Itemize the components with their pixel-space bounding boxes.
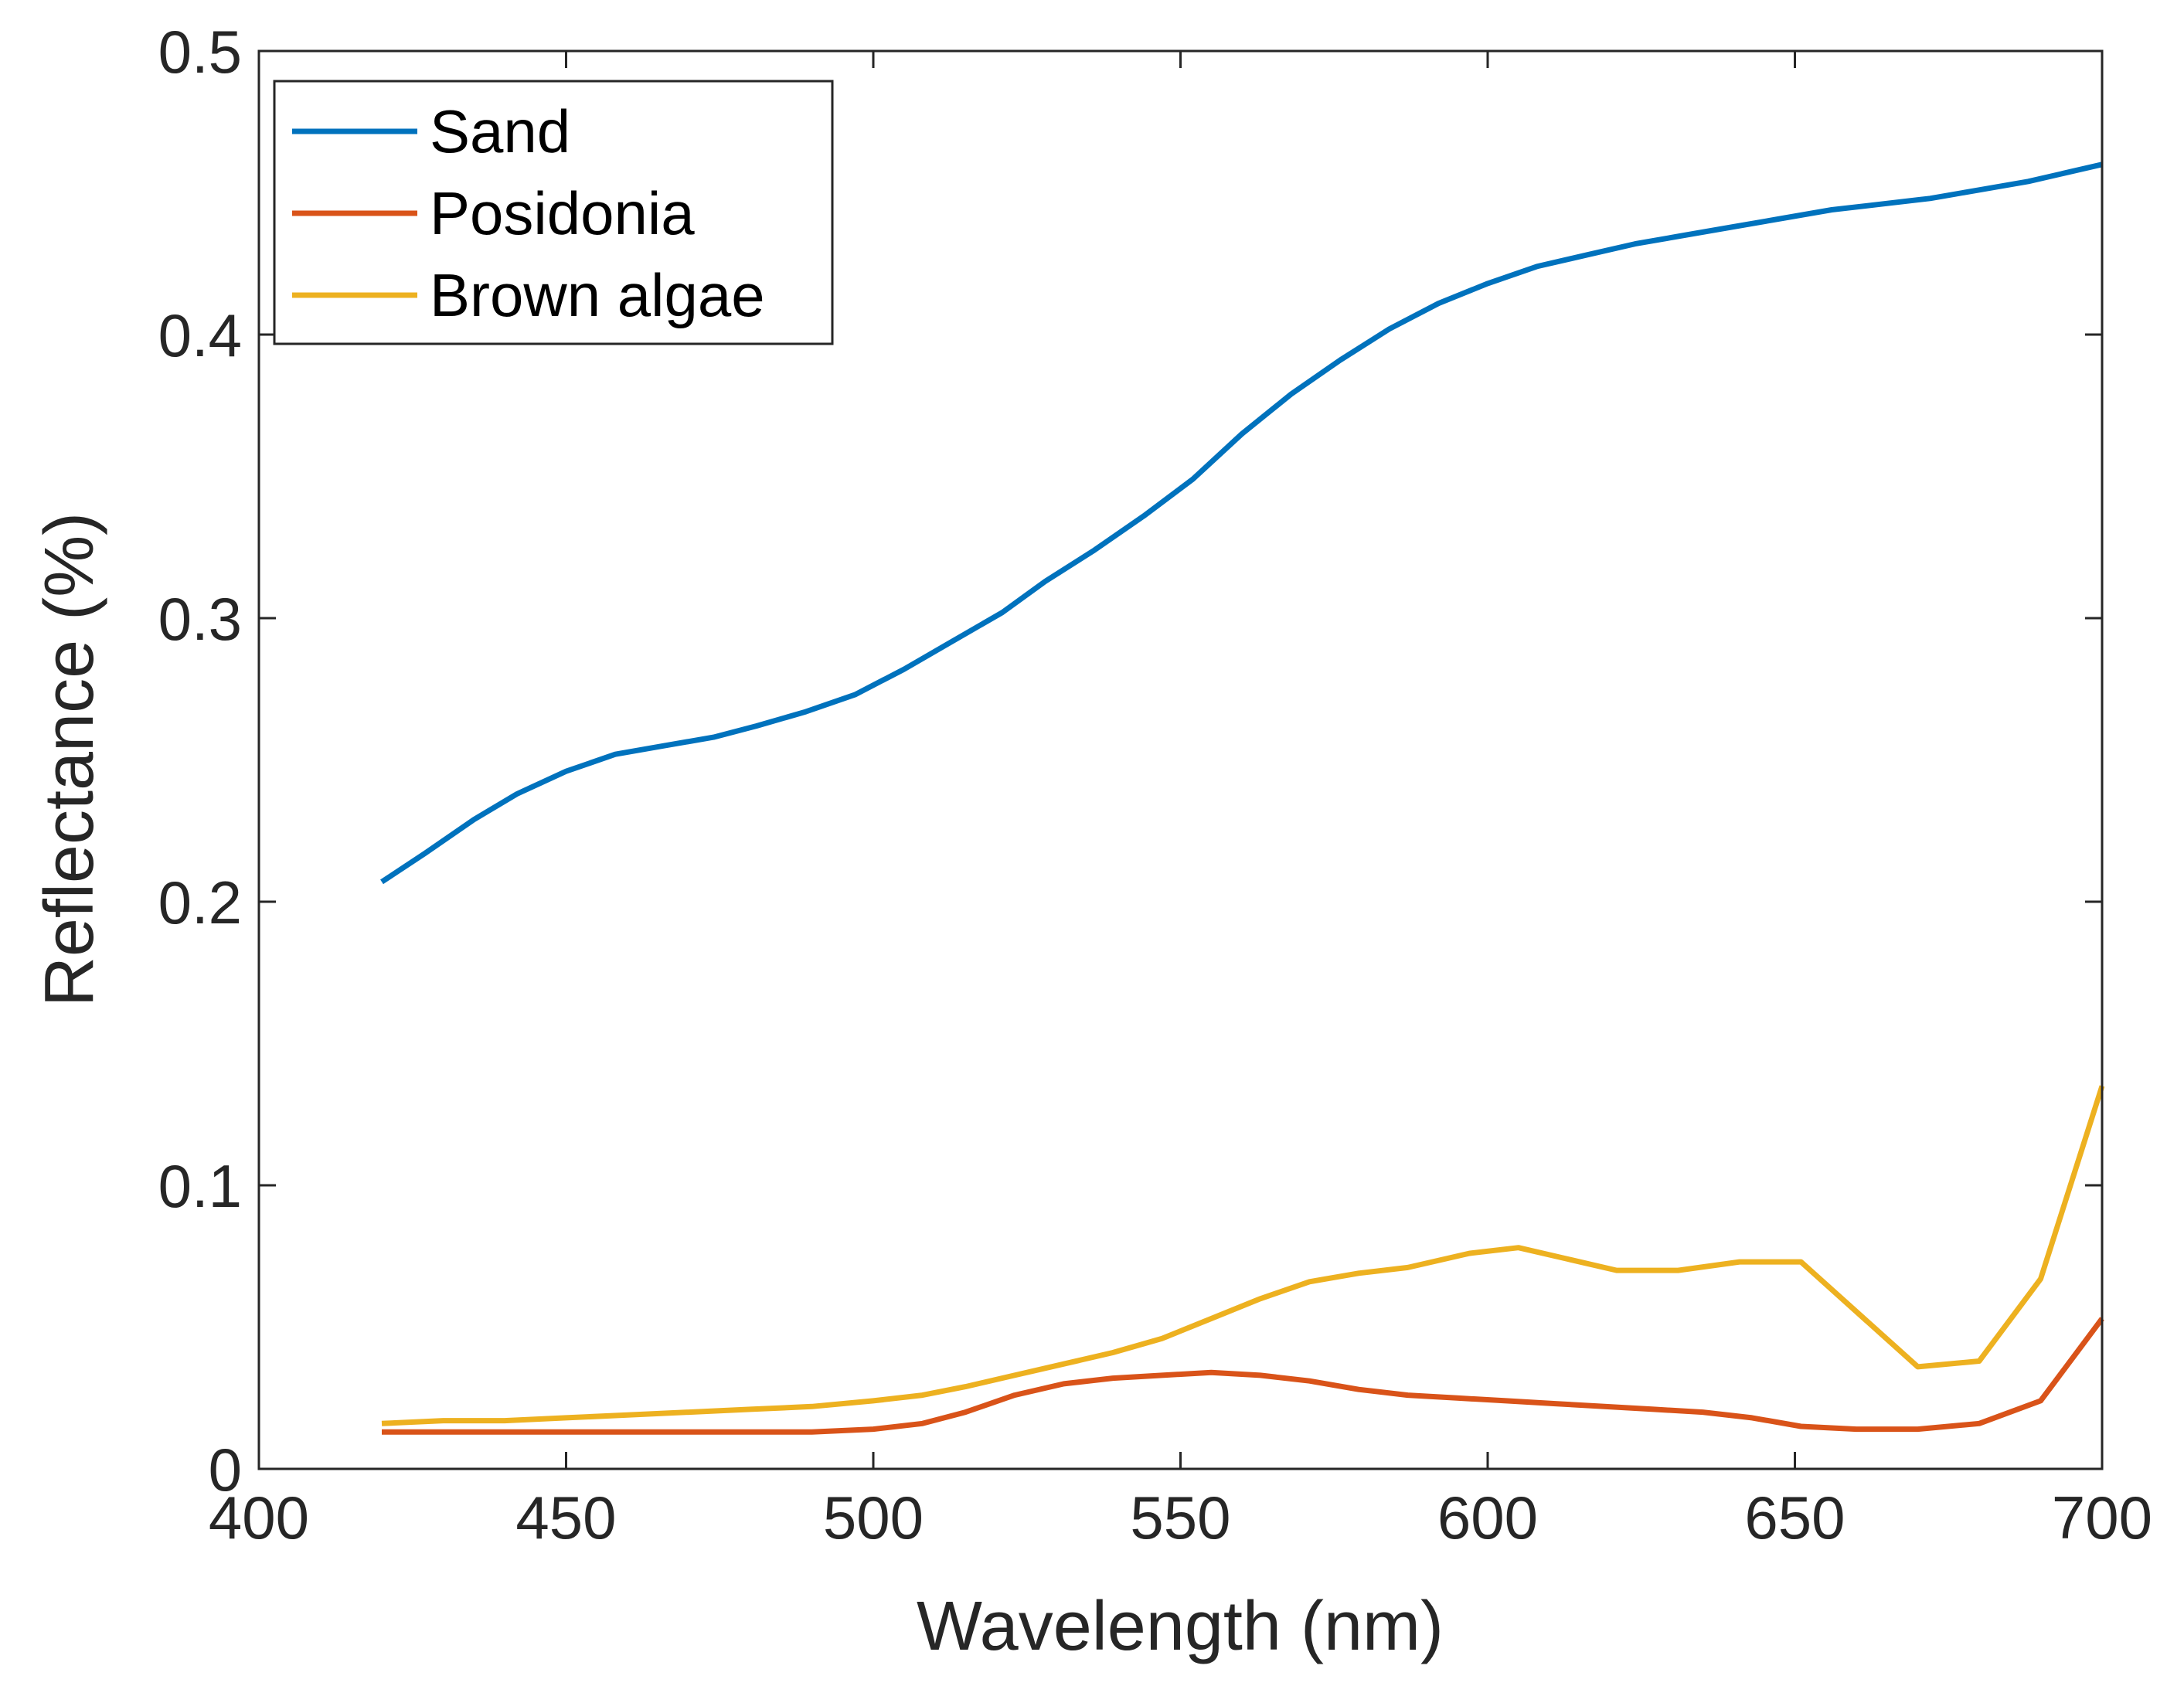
series-line-posidonia — [382, 1317, 2104, 1435]
x-tick-label: 450 — [515, 1484, 616, 1552]
y-tick-label: 0.1 — [158, 1152, 242, 1220]
y-tick-label: 0 — [209, 1436, 242, 1504]
legend-label-posidonia: Posidonia — [430, 179, 695, 247]
series-line-brown-algae — [381, 1085, 2105, 1426]
legend-label-brown-algae: Brown algae — [430, 261, 765, 329]
series-layer — [380, 161, 2105, 1435]
y-tick-label: 0.3 — [158, 585, 242, 653]
y-axis-label: Reflectance (%) — [31, 512, 108, 1007]
x-axis-label: Wavelength (nm) — [917, 1588, 1444, 1665]
y-tick-label: 0.2 — [158, 868, 242, 936]
x-tick-label: 550 — [1130, 1484, 1230, 1552]
x-tick-label: 600 — [1437, 1484, 1538, 1552]
x-tick-label: 400 — [209, 1484, 309, 1552]
series-line-sand — [380, 161, 2103, 885]
legend-label-sand: Sand — [430, 97, 570, 165]
legend: Sand Posidonia Brown algae — [273, 80, 834, 345]
x-tick-label: 650 — [1744, 1484, 1845, 1552]
y-tick-label: 0.4 — [158, 301, 242, 369]
x-tick-label: 500 — [823, 1484, 924, 1552]
x-tick-label: 700 — [2052, 1484, 2152, 1552]
ticks-layer: 400 450 500 550 600 650 700 0 0.1 0.2 0.3 0.4 0.5 — [158, 18, 2153, 1552]
y-tick-label: 0.5 — [158, 18, 242, 86]
